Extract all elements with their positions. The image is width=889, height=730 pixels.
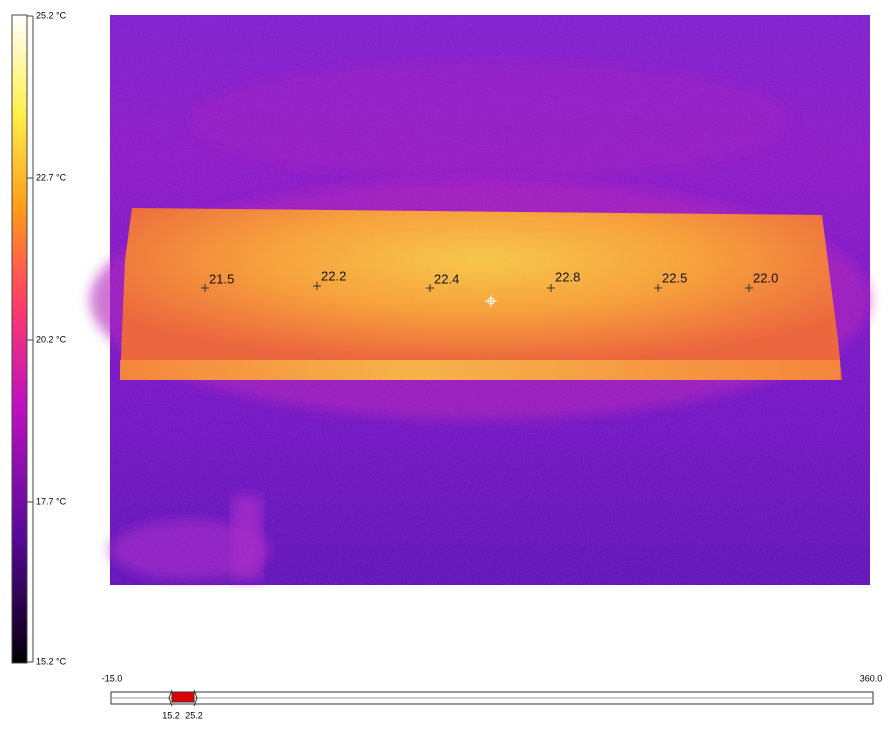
scale-label: 22.7 °C: [36, 172, 67, 182]
scale-label: 25.2 °C: [36, 10, 67, 20]
spot-label: 22.4: [434, 271, 459, 286]
thermal-image: [90, 15, 870, 585]
scale-label: 20.2 °C: [36, 334, 67, 344]
spot-label: 22.8: [555, 269, 580, 284]
slider-high: 25.2: [185, 710, 203, 720]
color-scale: [11, 14, 28, 664]
center-crosshair-ring: [487, 297, 495, 305]
spot-label: 22.2: [321, 268, 346, 283]
spot-markers: [201, 282, 753, 292]
spot-label: 22.5: [662, 270, 687, 285]
slider-min: -15.0: [102, 673, 123, 683]
slider-low: 15.2: [162, 710, 180, 720]
spot-label: 22.0: [753, 270, 778, 285]
range-slider[interactable]: [110, 689, 874, 707]
center-crosshair: [485, 295, 497, 307]
slider-max: 360.0: [860, 673, 883, 683]
spot-label: 21.5: [209, 271, 234, 286]
scale-label: 15.2 °C: [36, 656, 67, 666]
scale-label: 17.7 °C: [36, 496, 67, 506]
scale-ticks: [27, 15, 34, 663]
